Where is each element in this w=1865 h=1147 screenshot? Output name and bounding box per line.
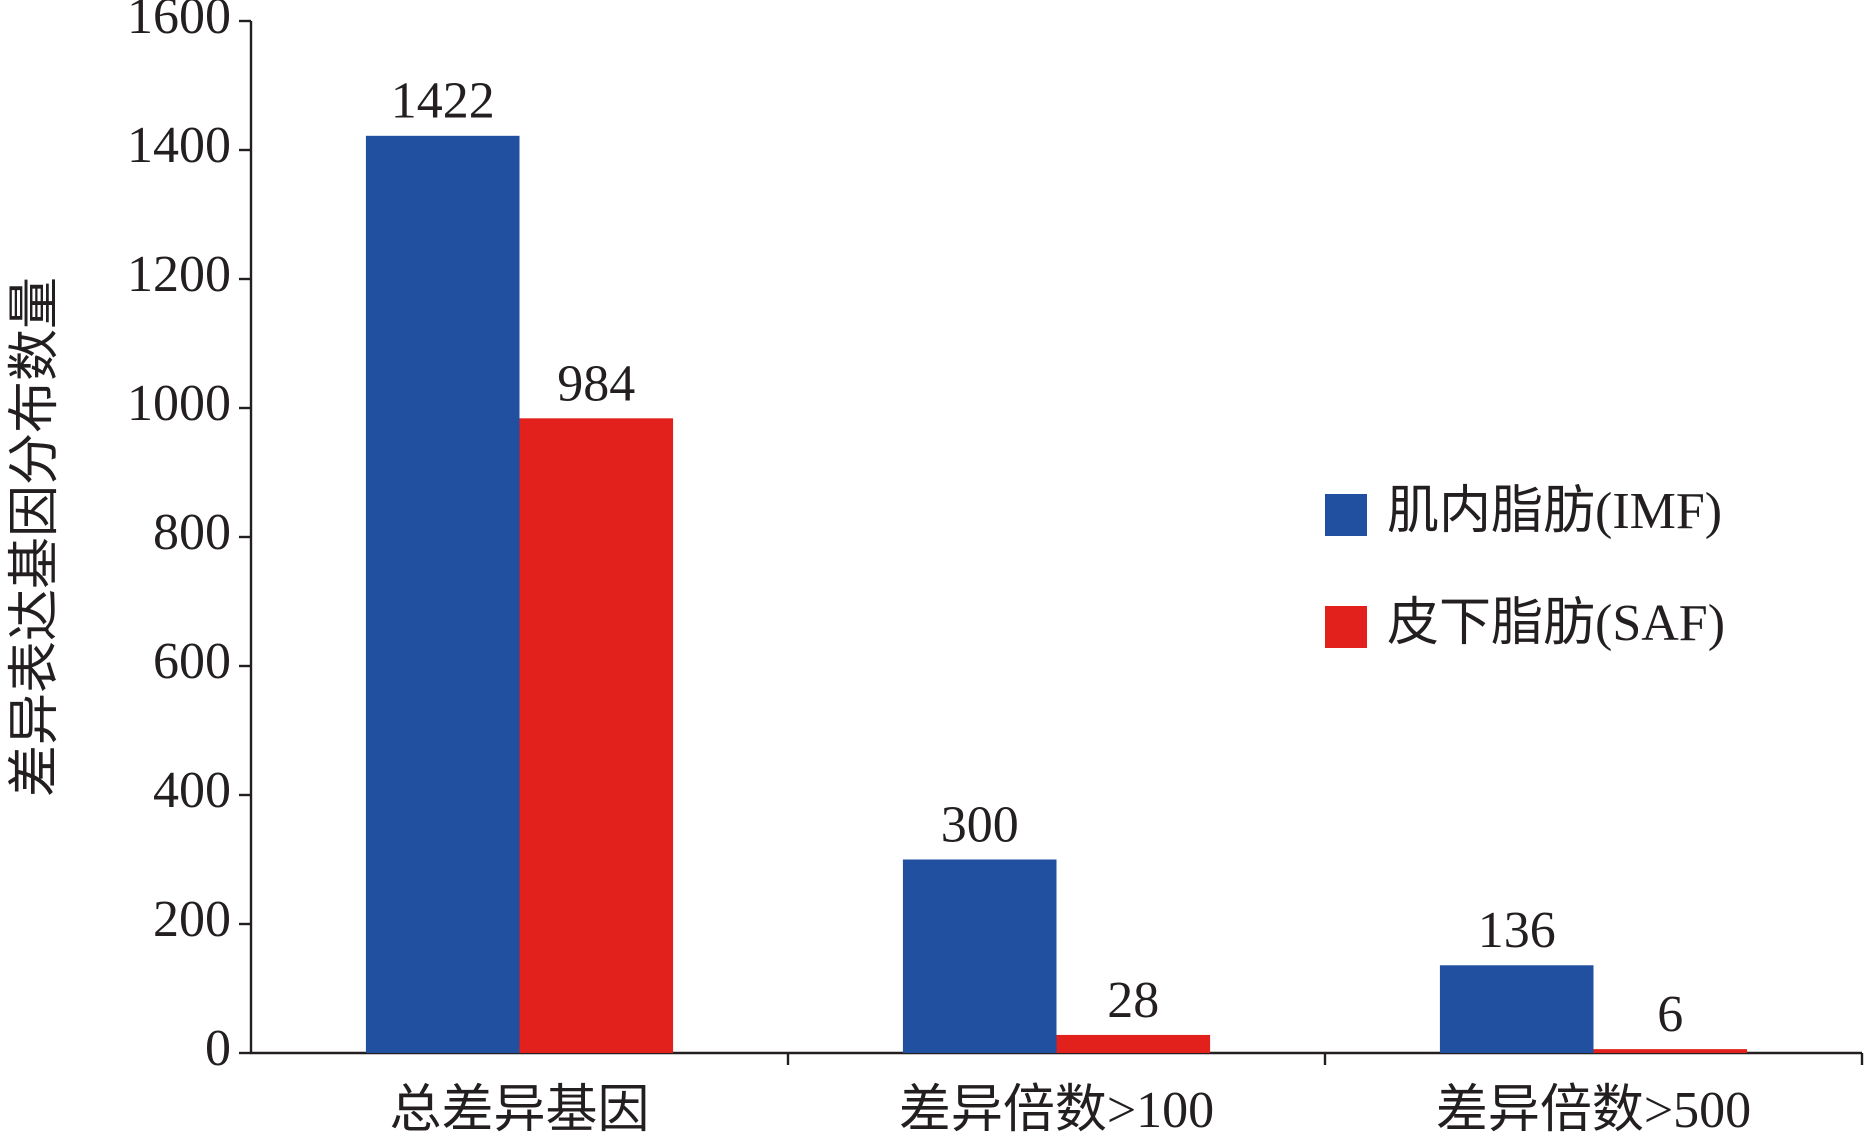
bar — [365, 135, 520, 1053]
y-tick-label: 600 — [153, 633, 231, 690]
y-axis-label: 差异表达基因分布数量 — [7, 277, 64, 797]
y-tick-label: 1600 — [127, 0, 231, 45]
legend-label: 皮下脂肪(SAF) — [1387, 595, 1725, 652]
legend-swatch — [1325, 606, 1367, 648]
value-label: 1422 — [391, 73, 495, 130]
legend-swatch — [1325, 494, 1367, 536]
y-tick-label: 200 — [153, 891, 231, 948]
value-label: 984 — [557, 355, 635, 412]
y-tick-label: 800 — [153, 504, 231, 561]
value-label: 136 — [1478, 902, 1556, 959]
bar — [1439, 965, 1594, 1053]
y-tick-label: 1000 — [127, 375, 231, 432]
y-tick-label: 1400 — [127, 117, 231, 174]
y-tick-label: 1200 — [127, 246, 231, 303]
value-label: 28 — [1107, 972, 1159, 1029]
x-tick-label: 差异倍数>500 — [1436, 1082, 1751, 1139]
x-tick-label: 总差异基因 — [389, 1082, 649, 1139]
bar — [519, 418, 674, 1053]
value-label: 300 — [941, 796, 1019, 853]
x-tick-label: 差异倍数>100 — [899, 1082, 1214, 1139]
y-tick-label: 400 — [153, 762, 231, 819]
bar — [1056, 1034, 1211, 1053]
bar — [1593, 1049, 1748, 1053]
y-tick-label: 0 — [205, 1020, 231, 1077]
value-label: 6 — [1657, 986, 1683, 1043]
legend-label: 肌内脂肪(IMF) — [1387, 483, 1722, 540]
bar — [902, 859, 1057, 1053]
